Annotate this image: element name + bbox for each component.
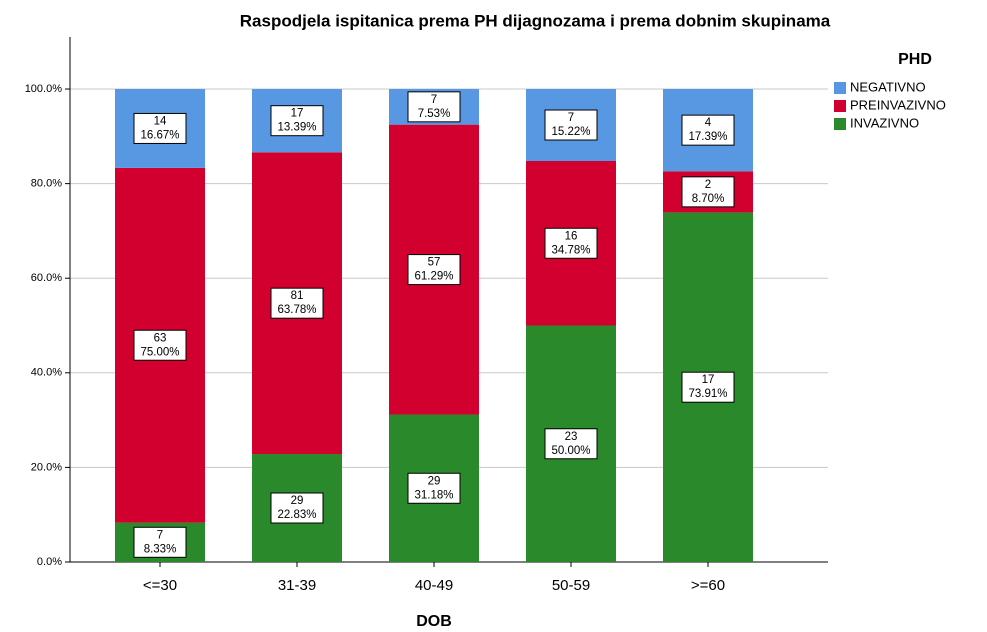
data-label-count: 4	[705, 117, 712, 129]
data-label-count: 14	[154, 115, 167, 127]
data-label-count: 2	[705, 179, 711, 191]
data-label-box	[270, 492, 324, 524]
data-label-count: 29	[428, 475, 441, 487]
chart-title: Raspodjela ispitanica prema PH dijagnoza…	[240, 11, 831, 30]
data-label-box	[270, 287, 324, 319]
data-label-box	[270, 105, 324, 137]
data-label-percent: 61.29%	[414, 271, 453, 283]
legend-swatch	[834, 118, 846, 130]
y-tick-label: 0.0%	[37, 556, 62, 568]
data-label-count: 29	[291, 495, 304, 507]
data-label-percent: 50.00%	[551, 445, 590, 457]
y-tick-label: 100.0%	[25, 83, 63, 95]
legend-swatch	[834, 82, 846, 94]
data-label: 29 31.18%	[407, 472, 461, 504]
data-label-percent: 63.78%	[277, 304, 316, 316]
legend-swatch	[834, 100, 846, 112]
x-tick-label: 50-59	[552, 577, 590, 594]
x-tick-label: <=30	[143, 577, 177, 594]
legend-title: PHD	[898, 51, 932, 68]
data-label-count: 16	[565, 230, 578, 242]
y-tick-label: 40.0%	[31, 367, 62, 379]
data-label-box	[133, 329, 187, 361]
data-label: 2 8.70%	[681, 176, 735, 208]
data-label: 14 16.67%	[133, 112, 187, 144]
data-label-percent: 8.70%	[692, 193, 725, 205]
data-label-percent: 22.83%	[277, 509, 316, 521]
data-label-count: 7	[431, 94, 437, 106]
data-label-count: 81	[291, 290, 304, 302]
data-label-percent: 73.91%	[688, 388, 727, 400]
data-label: 63 75.00%	[133, 329, 187, 361]
legend-label: PREINVAZIVNO	[850, 97, 946, 112]
data-label-count: 63	[154, 332, 167, 344]
y-tick-label: 60.0%	[31, 272, 62, 284]
data-label-box	[681, 176, 735, 208]
data-label-count: 7	[157, 529, 163, 541]
data-label: 81 63.78%	[270, 287, 324, 319]
y-tick-label: 20.0%	[31, 461, 62, 473]
x-tick-label: >=60	[691, 577, 725, 594]
data-label-box	[681, 114, 735, 146]
data-label-box	[681, 371, 735, 403]
data-label-count: 23	[565, 431, 578, 443]
data-label-percent: 8.33%	[144, 543, 177, 555]
data-label: 57 61.29%	[407, 254, 461, 286]
x-tick-label: 31-39	[278, 577, 316, 594]
data-label-percent: 31.18%	[414, 489, 453, 501]
data-label-percent: 15.22%	[551, 126, 590, 138]
data-label-percent: 7.53%	[418, 108, 451, 120]
data-label-percent: 34.78%	[551, 244, 590, 256]
data-label-percent: 17.39%	[688, 131, 727, 143]
data-label-box	[407, 91, 461, 123]
y-tick-label: 80.0%	[31, 178, 62, 190]
data-label-percent: 16.67%	[140, 129, 179, 141]
data-label-count: 17	[702, 374, 715, 386]
data-label-box	[133, 526, 187, 558]
data-label-box	[407, 254, 461, 286]
legend-label: NEGATIVNO	[850, 79, 926, 94]
data-label-count: 17	[291, 108, 304, 120]
data-label-percent: 75.00%	[140, 346, 179, 358]
data-label-box	[544, 428, 598, 460]
data-label: 7 15.22%	[544, 109, 598, 141]
data-label-box	[544, 227, 598, 259]
data-label-count: 7	[568, 112, 574, 124]
data-label-count: 57	[428, 257, 441, 269]
data-label: 16 34.78%	[544, 227, 598, 259]
data-label: 17 13.39%	[270, 105, 324, 137]
data-label: 23 50.00%	[544, 428, 598, 460]
data-label-box	[133, 112, 187, 144]
data-label: 29 22.83%	[270, 492, 324, 524]
data-label-percent: 13.39%	[277, 122, 316, 134]
data-label: 7 8.33%	[133, 526, 187, 558]
data-label: 17 73.91%	[681, 371, 735, 403]
data-label-box	[407, 472, 461, 504]
legend-label: INVAZIVNO	[850, 115, 919, 130]
x-tick-label: 40-49	[415, 577, 453, 594]
x-axis-label: DOB	[416, 613, 452, 630]
data-label: 7 7.53%	[407, 91, 461, 123]
data-label: 4 17.39%	[681, 114, 735, 146]
data-label-box	[544, 109, 598, 141]
